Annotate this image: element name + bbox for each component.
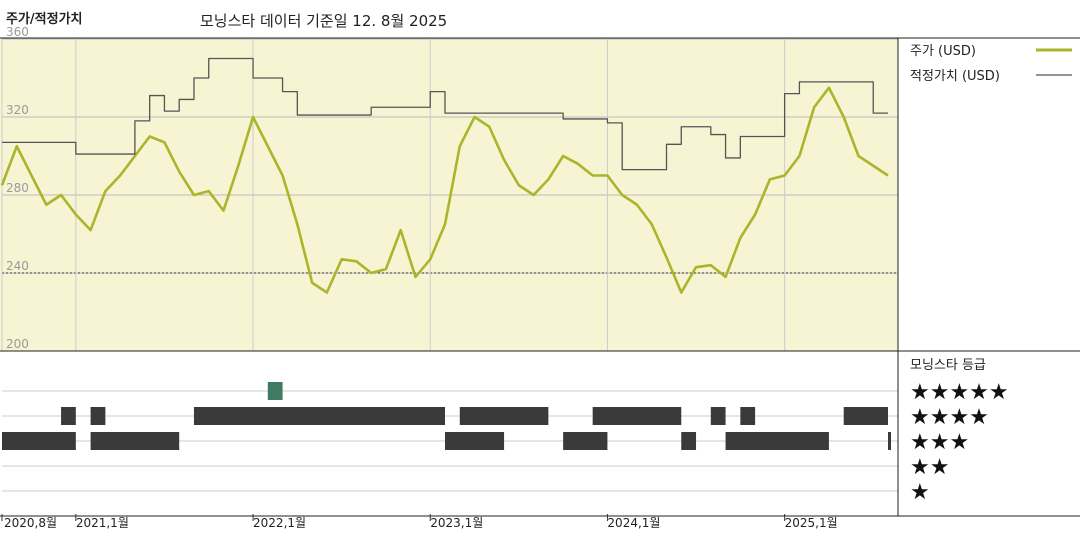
legend-rating-title: 모닝스타 등급 [910, 358, 986, 373]
chart-frame [0, 37, 1080, 517]
rating-bar-4star-3 [90, 407, 106, 425]
x-tick-label-1: 2021,1월 [76, 516, 129, 530]
rating-bar-4star-1 [61, 407, 76, 425]
y-tick-label-280: 280 [6, 181, 29, 195]
x-tick-label-4: 2024,1월 [607, 516, 660, 530]
legend-fair-value-label: 적정가치 (USD) [910, 69, 1000, 84]
rating-bar-4star-8 [459, 407, 549, 425]
rating-bar-3star-13 [725, 432, 829, 450]
rating-bar-4star-15 [843, 407, 888, 425]
rating-history [2, 382, 891, 450]
x-tick-label-0: 2020,8월 [4, 516, 57, 530]
y-tick-label-320: 320 [6, 103, 29, 117]
x-tick-label-3: 2023,1월 [430, 516, 483, 530]
legend-star-row-2: ★★ [910, 455, 949, 480]
grid-lines [1, 38, 898, 492]
chart-title: 주가/적정가치 [6, 12, 83, 27]
rating-bar-3star-9 [563, 432, 608, 450]
legend-star-row-3: ★★★ [910, 430, 969, 455]
legend: 주가 (USD) 적정가치 (USD) 모닝스타 등급 ★★★★★ ★★★★ ★… [910, 44, 1072, 505]
y-tick-label-360: 360 [6, 25, 29, 39]
rating-bar-3star-16 [888, 432, 891, 450]
legend-star-row-4: ★★★★ [910, 405, 989, 430]
legend-star-row-5: ★★★★★ [910, 380, 1009, 405]
rating-bar-3star-2 [90, 432, 180, 450]
rating-bar-4star-6 [297, 407, 445, 425]
rating-bar-3star-0 [2, 432, 76, 450]
series-line-1 [2, 57, 888, 171]
rating-bar-4star-10 [592, 407, 682, 425]
rating-bar-3star-11 [681, 432, 697, 450]
chart-subtitle: 모닝스타 데이터 기준일 12. 8월 2025 [200, 12, 448, 30]
axis-labels: 360 320 280 240 200 2020,8월 2021,1월 2022,1월 2023… [1, 25, 838, 530]
rating-bar-3star-7 [445, 432, 505, 450]
x-tick-label-5: 2025,1월 [785, 516, 838, 530]
series-line-0 [0, 86, 889, 294]
legend-price-label: 주가 (USD) [910, 44, 976, 59]
x-tick-label-2: 2022,1월 [253, 516, 306, 530]
y-tick-label-200: 200 [6, 337, 29, 351]
legend-star-row-1: ★ [910, 480, 930, 505]
rating-bar-4star-12 [710, 407, 726, 425]
rating-bar-5star-5 [267, 382, 283, 400]
series-lines [0, 57, 889, 294]
rating-bar-4star-14 [740, 407, 756, 425]
y-tick-label-240: 240 [6, 259, 29, 273]
